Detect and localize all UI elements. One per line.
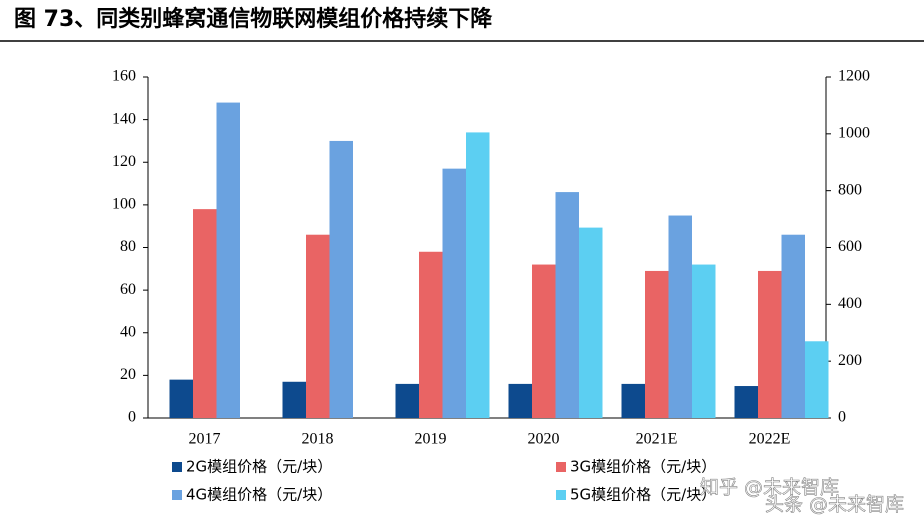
bar — [692, 264, 716, 418]
y-tick-label: 0 — [128, 409, 136, 426]
legend-label: 3G模组价格（元/块） — [570, 458, 716, 476]
y-tick-label: 140 — [112, 110, 136, 127]
y-tick-label: 80 — [120, 238, 136, 255]
bar — [442, 168, 466, 418]
legend-swatch — [172, 462, 182, 472]
legend-label: 2G模组价格（元/块） — [186, 458, 332, 476]
y-tick-label: 100 — [112, 196, 136, 213]
bar — [419, 251, 443, 418]
x-tick-label: 2021E — [636, 431, 678, 448]
x-tick-label: 2020 — [528, 431, 560, 448]
y-tick-label: 40 — [120, 323, 136, 340]
y2-tick-label: 800 — [838, 181, 862, 198]
x-tick-label: 2018 — [302, 431, 334, 448]
watermark: 知乎 @未来智库 — [700, 477, 839, 499]
y-tick-label: 160 — [112, 68, 136, 85]
y2-tick-label: 400 — [838, 295, 862, 312]
bar — [169, 379, 193, 418]
legend-swatch — [172, 490, 182, 500]
bar — [668, 215, 692, 418]
y-tick-label: 60 — [120, 281, 136, 298]
bar — [734, 386, 758, 418]
legend-swatch — [556, 462, 566, 472]
y2-tick-label: 1200 — [838, 68, 870, 85]
chart-title: 图 73、同类别蜂窝通信物联网模组价格持续下降 — [14, 6, 493, 32]
legend-label: 5G模组价格（元/块） — [570, 486, 716, 504]
y2-tick-label: 200 — [838, 352, 862, 369]
bar — [306, 234, 330, 418]
bar — [645, 270, 669, 418]
bar — [508, 383, 532, 418]
y2-tick-label: 1000 — [838, 125, 870, 142]
bar — [216, 102, 240, 418]
x-tick-label: 2022E — [749, 431, 791, 448]
bar — [805, 341, 829, 418]
bar — [193, 209, 217, 418]
bar — [579, 227, 603, 418]
y-tick-label: 20 — [120, 366, 136, 383]
y2-tick-label: 600 — [838, 238, 862, 255]
bar — [282, 381, 306, 418]
legend-swatch — [556, 490, 566, 500]
legend-label: 4G模组价格（元/块） — [186, 486, 332, 504]
bar — [329, 140, 353, 418]
watermark: 头条 @未来智库 — [765, 494, 904, 516]
bar — [621, 383, 645, 418]
x-tick-label: 2017 — [189, 431, 221, 448]
y-tick-label: 120 — [112, 153, 136, 170]
bar — [532, 264, 556, 418]
bar — [781, 234, 805, 418]
bar — [758, 270, 782, 418]
bar — [395, 383, 419, 418]
bar — [555, 192, 579, 418]
x-tick-label: 2019 — [415, 431, 447, 448]
y2-tick-label: 0 — [838, 409, 846, 426]
bar — [466, 132, 490, 418]
